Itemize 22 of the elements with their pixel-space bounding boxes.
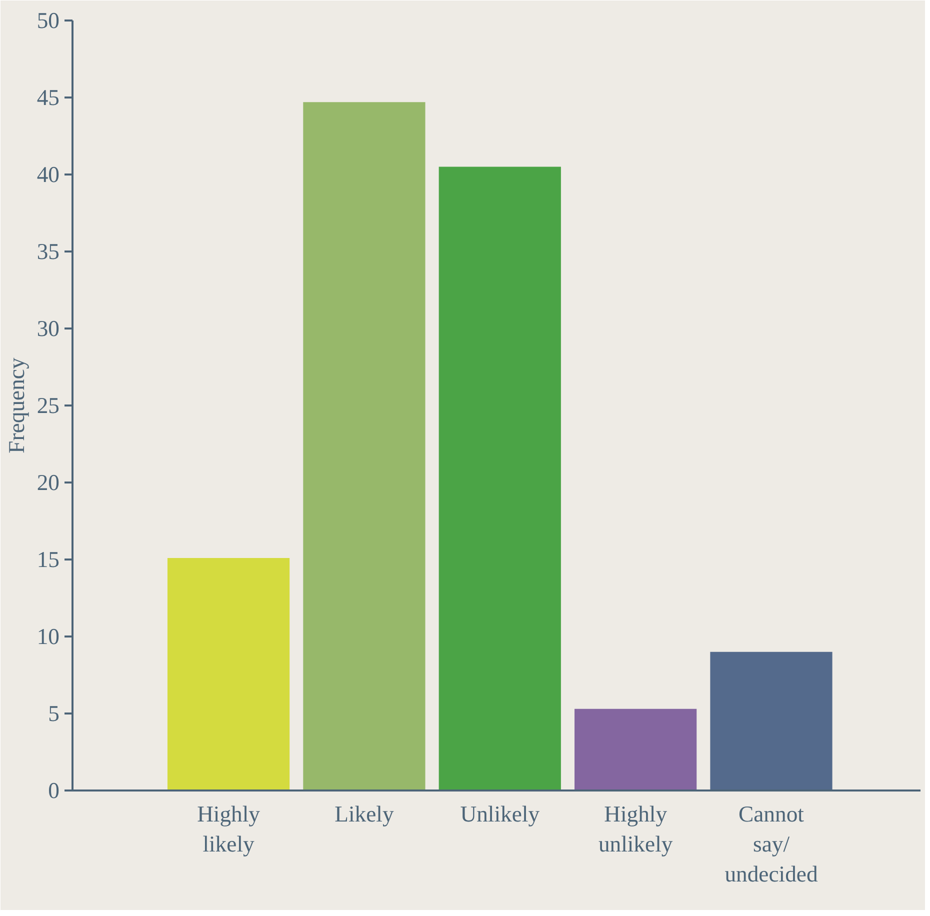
- bar: [574, 708, 697, 790]
- y-tick-label: 0: [48, 778, 60, 803]
- x-tick-label: Unlikely: [460, 802, 540, 826]
- y-tick-label: 10: [36, 624, 60, 649]
- y-tick-label: 5: [48, 701, 60, 726]
- y-tick-label: 45: [36, 85, 60, 110]
- y-tick-label: 15: [36, 547, 60, 572]
- bar: [167, 558, 290, 790]
- x-tick-label: Cannot say/ undecided: [724, 802, 818, 886]
- y-tick-label: 35: [36, 239, 60, 264]
- y-tick-label: 50: [36, 8, 60, 33]
- x-tick-label: Likely: [334, 802, 394, 826]
- x-tick-label: Highly unlikely: [598, 802, 674, 856]
- bar: [438, 166, 561, 790]
- y-tick-label: 25: [36, 393, 60, 418]
- y-axis-title: Frequency: [4, 357, 29, 454]
- y-tick-label: 20: [36, 470, 60, 495]
- y-tick-label: 30: [36, 316, 60, 341]
- bar: [303, 102, 426, 790]
- bar: [710, 652, 832, 790]
- y-tick-label: 40: [36, 162, 60, 187]
- x-tick-label: Highly likely: [197, 802, 261, 856]
